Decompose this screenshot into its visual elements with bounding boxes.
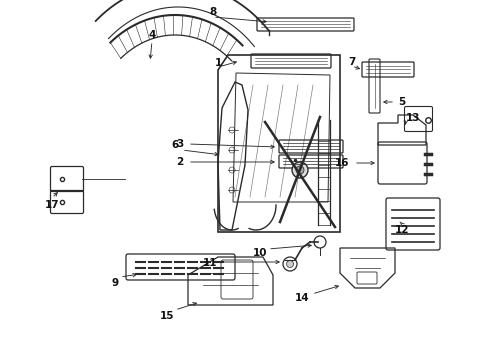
Circle shape — [296, 166, 304, 174]
Text: 4: 4 — [148, 30, 156, 40]
Circle shape — [287, 261, 294, 267]
Text: 11: 11 — [203, 258, 217, 268]
Text: 15: 15 — [160, 311, 174, 321]
Text: 14: 14 — [294, 293, 309, 303]
Text: 9: 9 — [111, 278, 119, 288]
Text: 6: 6 — [172, 140, 179, 150]
Text: 16: 16 — [335, 158, 349, 168]
Text: 10: 10 — [253, 248, 267, 258]
Text: 8: 8 — [209, 7, 217, 17]
Text: 13: 13 — [406, 113, 420, 123]
Text: 17: 17 — [45, 200, 59, 210]
Text: 2: 2 — [176, 157, 184, 167]
Text: 5: 5 — [398, 97, 406, 107]
Circle shape — [292, 162, 308, 178]
Text: 7: 7 — [348, 57, 356, 67]
Text: 1: 1 — [215, 58, 221, 68]
Text: 3: 3 — [176, 139, 184, 149]
Text: 12: 12 — [395, 225, 409, 235]
